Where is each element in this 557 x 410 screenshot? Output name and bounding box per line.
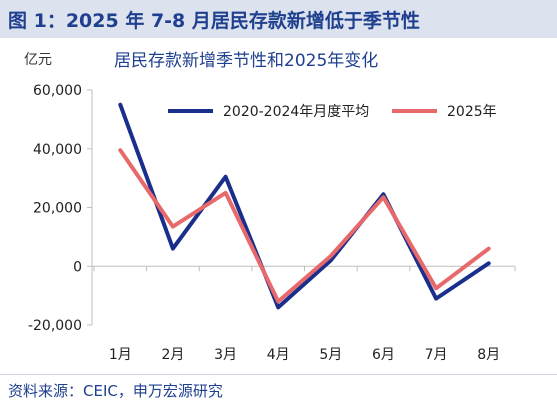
x-tick-label: 3月	[214, 347, 237, 363]
chart-title: 居民存款新增季节性和2025年变化	[114, 51, 378, 71]
source-note: 资料来源：CEIC，申万宏源研究	[8, 382, 223, 400]
divider	[0, 374, 557, 375]
y-tick-label: 60,000	[33, 83, 82, 99]
y-tick-label: 20,000	[33, 201, 82, 217]
figure-title: 图 1：2025 年 7-8 月居民存款新增低于季节性	[8, 9, 420, 32]
y-tick-label: 40,000	[33, 142, 82, 158]
unit-label: 亿元	[24, 52, 52, 68]
x-tick-label: 7月	[425, 347, 448, 363]
y-tick-label: 0	[73, 259, 82, 275]
x-tick-label: 2月	[161, 347, 184, 363]
y-tick-label: -20,000	[28, 318, 82, 334]
series-line-1	[118, 102, 491, 310]
x-tick-label: 6月	[372, 347, 395, 363]
chart-area: 居民存款新增季节性和2025年变化 亿元 -20,000 0 20,000 40,000 6…	[0, 38, 557, 368]
line-chart: 居民存款新增季节性和2025年变化 亿元 -20,000 0 20,000 40,000 6…	[24, 51, 516, 363]
x-tick-label: 5月	[319, 347, 342, 363]
x-tick-label: 1月	[109, 347, 132, 363]
legend-label-2: 2025年	[447, 104, 497, 120]
x-tick-label: 4月	[267, 347, 290, 363]
figure-title-bar: 图 1：2025 年 7-8 月居民存款新增低于季节性	[0, 0, 557, 38]
series-line-2	[118, 148, 491, 304]
x-tick-label: 8月	[477, 347, 500, 363]
legend-label-1: 2020-2024年月度平均	[223, 104, 369, 120]
